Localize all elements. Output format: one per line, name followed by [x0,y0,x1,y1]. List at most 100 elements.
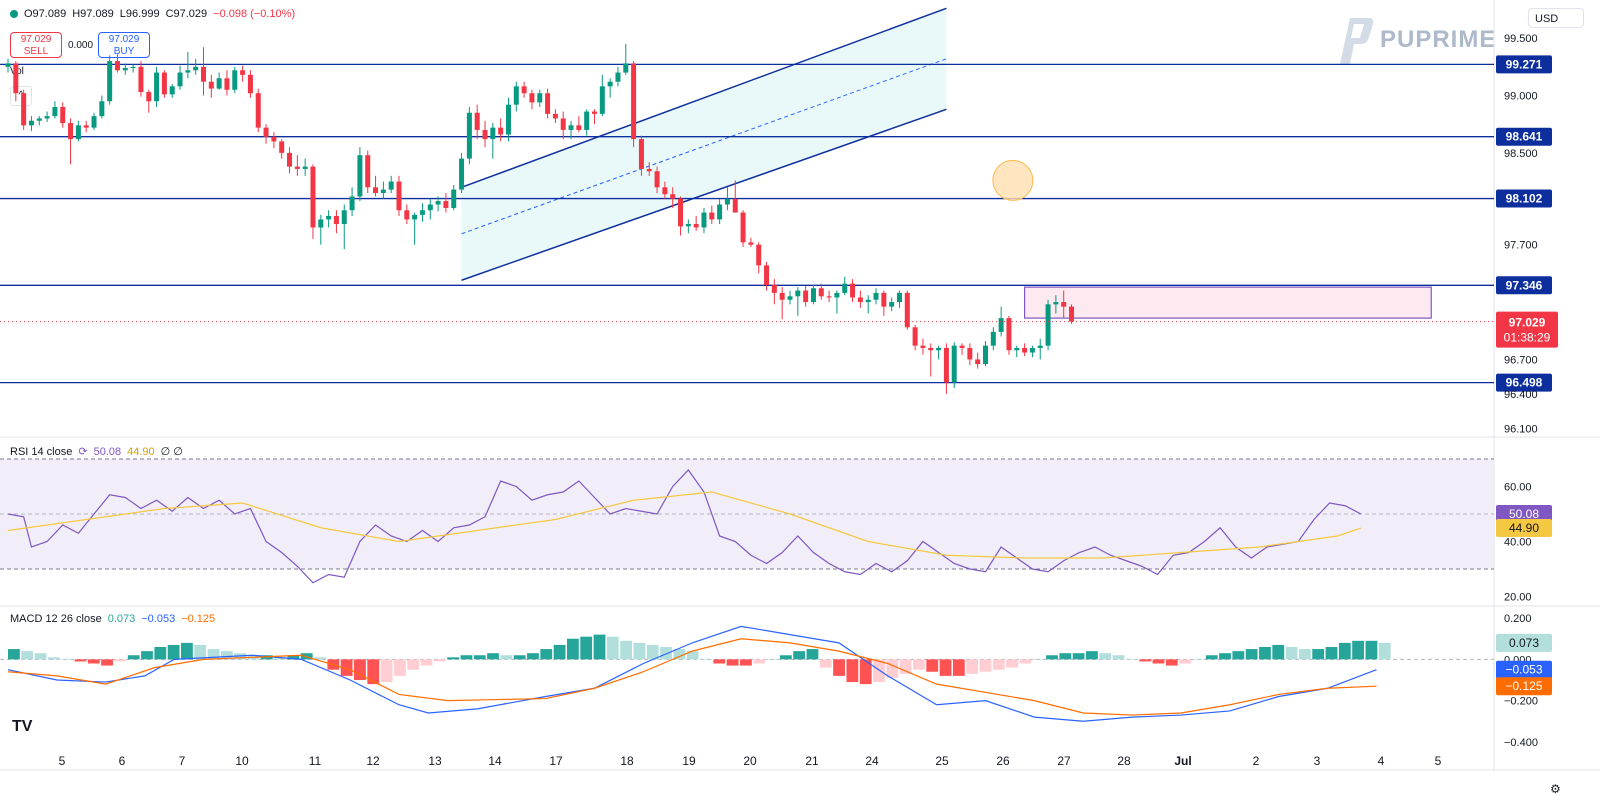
time-tick-label: 26 [996,754,1010,768]
ohlc-change: −0.098 (−0.10%) [213,8,296,20]
marker-circle [992,159,1034,201]
candle-body [521,86,527,94]
candle-body [787,296,793,300]
ohlc-low: L96.999 [119,8,160,20]
candle-body [764,265,770,285]
candle-body [1053,302,1059,305]
macd-histogram-bar [1152,659,1165,664]
candle-body [717,204,723,220]
candle-body [818,288,824,297]
candle-body [177,72,183,87]
candle-body [560,118,566,130]
candle-body [1022,347,1028,353]
level-label-bg [1496,189,1552,208]
macd-histogram-bar [1006,659,1018,668]
macd-histogram-bar [260,655,273,660]
macd-histogram-bar [1285,647,1298,660]
candle-body [599,86,605,114]
macd-histogram-bar [833,659,845,676]
macd-tick-label: 0.200 [1504,613,1532,625]
macd-histogram-bar [367,659,380,685]
macd-histogram-bar [886,659,899,678]
gear-icon[interactable]: ⚙ [1550,782,1561,796]
macd-histogram-bar [1165,659,1178,666]
candle-body [912,327,918,346]
time-tick-label: 27 [1057,754,1071,768]
candle-body [365,155,371,188]
macd-histogram-bar [593,634,606,660]
macd-line [7,625,1377,722]
buy-label: BUY [113,46,135,57]
buy-button[interactable]: 97.029 BUY [98,32,150,58]
candle-body [114,61,120,71]
sell-button[interactable]: 97.029 SELL [10,32,62,58]
macd-hist-value-bg [1496,633,1552,652]
time-tick-label: 5 [59,754,66,768]
candle-body [865,299,871,303]
rsi-ma-legend-value: 44.90 [127,445,155,458]
time-tick-label: 14 [488,754,502,768]
macd-histogram-bar [1059,653,1072,660]
macd-histogram-bar [1378,642,1391,660]
macd-histogram-bar [8,649,20,660]
time-tick-label: 11 [309,754,322,768]
price-tick-label: 99.000 [1504,91,1538,103]
macd-histogram-bar [979,659,992,672]
macd-tick-label: −0.400 [1504,737,1538,749]
candle-body [91,116,97,128]
last-price-label: 97.029 [1509,316,1546,330]
candle-body [654,171,660,188]
rsi-legend-extra: ∅ ∅ [160,446,183,458]
candle-body [1045,304,1051,346]
macd-histogram-bar [207,649,220,660]
macd-histogram-bar [1125,659,1138,660]
macd-histogram-bar [274,657,286,660]
candle-body [724,198,730,205]
candle-body [1037,345,1043,348]
rsi-value-bg [1496,505,1552,523]
candle-body [826,296,832,298]
candle-body [943,347,949,383]
currency-selector[interactable]: USD [1528,8,1584,28]
time-tick-label: 17 [549,754,563,768]
puprime-logo-icon [1340,18,1374,64]
time-tick-label: 2 [1253,754,1260,768]
macd-histogram-bar [287,655,300,660]
candle-body [693,224,699,228]
macd-histogram-bar [726,659,739,666]
macd-histogram-bar [1219,653,1231,660]
candle-body [795,290,801,297]
macd-histogram-bar [899,659,912,674]
time-tick-label: 4 [1378,754,1385,768]
candle-body [529,93,535,103]
candle-body [615,72,621,82]
time-tick-label: 20 [743,754,757,768]
candle-body [83,125,89,128]
macd-histogram-bar [354,659,366,680]
time-tick-label: 12 [366,754,380,768]
candle-body [701,212,707,228]
macd-histogram-bar [74,659,87,662]
candle-body [732,198,738,213]
last-price-bg [1496,311,1558,348]
price-tick-label: 99.500 [1504,33,1538,45]
candle-body [451,189,457,208]
macd-histogram-bar [673,649,686,660]
macd-histogram-bar [1205,655,1218,660]
candle-body [302,166,308,169]
sell-label: SELL [23,46,49,57]
candle-body [1029,347,1035,353]
macd-histogram-bar [646,644,659,660]
tradingview-logo-icon[interactable]: TV [12,718,33,735]
candle-body [161,72,167,95]
market-status-icon [10,10,18,18]
candle-body [834,292,840,298]
macd-histogram-bar [806,649,819,660]
macd-histogram-bar [407,659,420,670]
level-label: 96.498 [1506,376,1543,390]
macd-histogram-bar [473,655,486,660]
macd-histogram-bar [913,659,925,670]
macd-histogram-bar [314,657,326,660]
macd-histogram-bar [1086,651,1098,660]
